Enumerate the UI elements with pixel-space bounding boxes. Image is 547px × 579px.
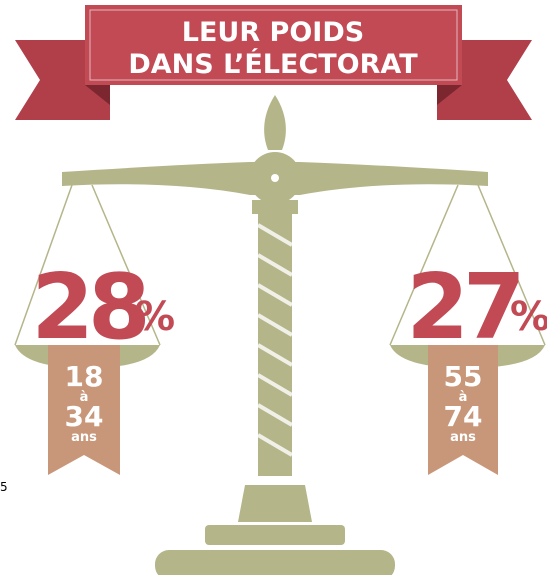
share-unit: % — [135, 294, 175, 340]
banner-line: DANS L’ÉLECTORAT — [128, 48, 418, 80]
age-unit: ans — [450, 430, 476, 445]
age-to: 34 — [65, 400, 104, 433]
age-from: 55 — [444, 360, 483, 393]
age-to: 74 — [444, 400, 483, 433]
share-value: 27 — [406, 255, 519, 360]
age-unit: ans — [71, 430, 97, 445]
footnote: 5 — [0, 480, 8, 494]
infographic: LEUR POIDS DANS L’ÉLECTORAT 5 28%18à34an… — [0, 0, 547, 575]
age-from: 18 — [65, 360, 104, 393]
pivot — [271, 174, 279, 182]
share-unit: % — [510, 294, 547, 340]
share-value: 28 — [31, 255, 146, 360]
banner-line: LEUR POIDS — [182, 17, 364, 48]
